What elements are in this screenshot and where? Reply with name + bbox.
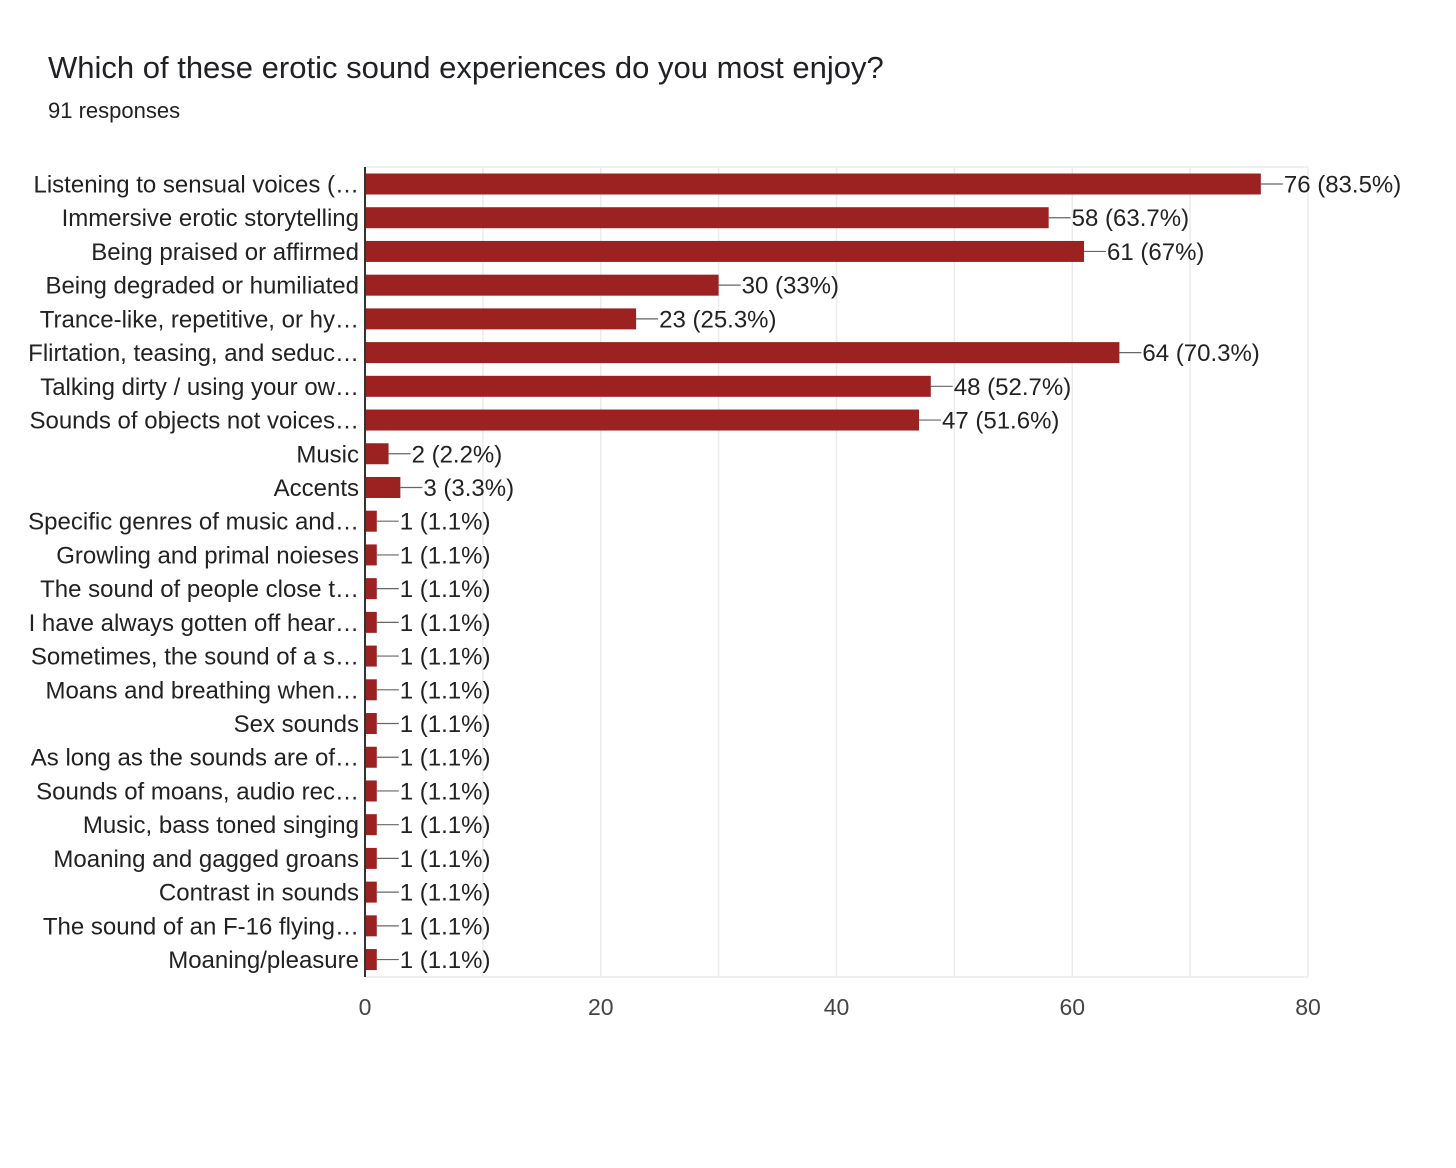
category-label: Contrast in sounds: [159, 880, 359, 907]
category-label: Sometimes, the sound of a s…: [31, 644, 359, 671]
value-label: 76 (83.5%): [1284, 172, 1401, 199]
bar: [365, 207, 1049, 229]
value-label: 2 (2.2%): [412, 441, 503, 468]
category-label: Talking dirty / using your ow…: [40, 374, 359, 401]
category-label: Accents: [274, 475, 359, 502]
bar: [365, 915, 377, 937]
value-label: 1 (1.1%): [400, 846, 491, 873]
bar: [365, 611, 377, 633]
category-label: Specific genres of music and…: [28, 509, 359, 536]
category-label: Trance-like, repetitive, or hy…: [40, 306, 359, 333]
bar: [365, 409, 920, 431]
category-label: Moans and breathing when…: [45, 677, 359, 704]
value-label: 1 (1.1%): [400, 880, 491, 907]
bar: [365, 780, 377, 802]
category-label: Sounds of moans, audio rec…: [36, 778, 359, 805]
bar: [365, 443, 389, 465]
x-tick-label: 0: [359, 994, 372, 1020]
category-label: Immersive erotic storytelling: [62, 205, 359, 232]
value-label: 1 (1.1%): [400, 711, 491, 738]
bar: [365, 713, 377, 735]
category-label: Moaning/pleasure: [168, 947, 359, 974]
value-label: 64 (70.3%): [1142, 340, 1259, 367]
value-label: 30 (33%): [742, 273, 839, 300]
bar: [365, 847, 377, 869]
bar: [365, 375, 931, 397]
response-count: 91 responses: [48, 98, 181, 123]
value-label: 3 (3.3%): [423, 475, 514, 502]
label-layer: 76 (83.5%) Listening to sensual voices (……: [28, 172, 1401, 975]
value-label: 47 (51.6%): [942, 408, 1059, 435]
value-label: 1 (1.1%): [400, 644, 491, 671]
bar: [365, 746, 377, 768]
value-label: 48 (52.7%): [954, 374, 1071, 401]
bar: [365, 679, 377, 701]
x-tick-label: 40: [824, 994, 850, 1020]
category-label: Flirtation, teasing, and seduc…: [28, 340, 359, 367]
bar: [365, 881, 377, 903]
value-label: 1 (1.1%): [400, 913, 491, 940]
value-label: 1 (1.1%): [400, 812, 491, 839]
bar: [365, 308, 637, 330]
category-label: I have always gotten off hear…: [29, 610, 359, 637]
value-label: 1 (1.1%): [400, 542, 491, 569]
grid-layer: [365, 166, 1309, 978]
bar: [365, 645, 377, 667]
category-label: Music, bass toned singing: [83, 812, 359, 839]
x-tick-label: 80: [1295, 994, 1321, 1020]
value-label: 23 (25.3%): [659, 306, 776, 333]
value-label: 1 (1.1%): [400, 745, 491, 772]
value-label: 1 (1.1%): [400, 677, 491, 704]
bar: [365, 342, 1120, 364]
bar: [365, 578, 377, 600]
category-label: Growling and primal noieses: [56, 542, 359, 569]
category-label: Listening to sensual voices (…: [34, 172, 360, 199]
value-label: 1 (1.1%): [400, 778, 491, 805]
category-label: The sound of people close t…: [40, 576, 359, 603]
value-label: 1 (1.1%): [400, 947, 491, 974]
category-label: Music: [296, 441, 359, 468]
bar: [365, 949, 377, 971]
category-label: Moaning and gagged groans: [53, 846, 359, 873]
category-label: Sex sounds: [234, 711, 359, 738]
bar: [365, 544, 377, 566]
bar: [365, 240, 1085, 262]
value-label: 61 (67%): [1107, 239, 1204, 266]
value-label: 1 (1.1%): [400, 576, 491, 603]
category-label: Being praised or affirmed: [91, 239, 359, 266]
category-label: The sound of an F-16 flying…: [43, 913, 359, 940]
category-label: As long as the sounds are of…: [31, 745, 359, 772]
bar: [365, 476, 401, 498]
category-label: Being degraded or humiliated: [45, 273, 359, 300]
category-label: Sounds of objects not voices…: [29, 408, 359, 435]
value-label: 58 (63.7%): [1072, 205, 1189, 232]
value-label: 1 (1.1%): [400, 509, 491, 536]
bar: [365, 274, 719, 296]
axis-layer: 0 20 40 60 80: [359, 167, 1321, 1020]
bar: [365, 814, 377, 836]
bar: [365, 173, 1261, 195]
x-tick-label: 60: [1059, 994, 1085, 1020]
bar-layer: [365, 173, 1261, 971]
bar: [365, 510, 377, 532]
value-label: 1 (1.1%): [400, 610, 491, 637]
chart-title: Which of these erotic sound experiences …: [48, 50, 884, 85]
x-tick-label: 20: [588, 994, 614, 1020]
